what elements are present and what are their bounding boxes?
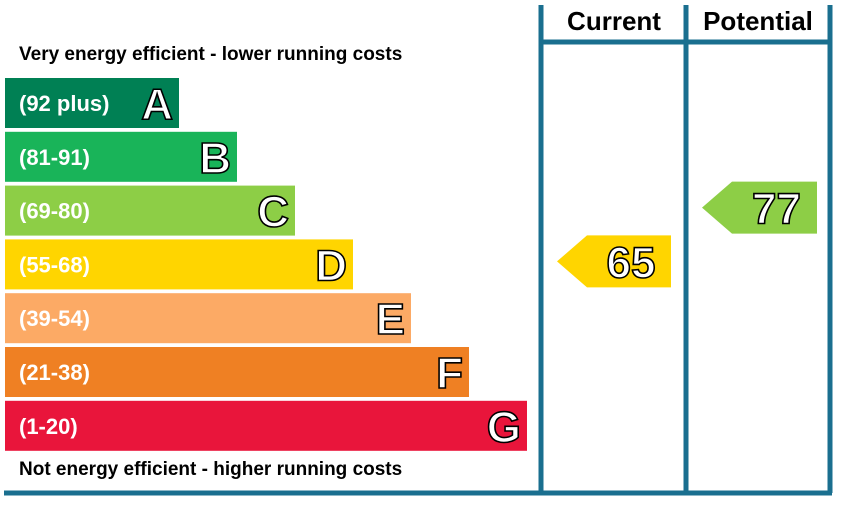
band-bar-C — [5, 185, 295, 236]
band-range-D: (55-68) — [19, 252, 90, 277]
band-E: (39-54) E — [5, 293, 411, 345]
current-rating-arrow — [557, 235, 671, 288]
band-bar-E — [5, 293, 411, 344]
band-range-F: (21-38) — [19, 360, 90, 385]
current-header: Current — [567, 6, 661, 36]
band-letter-C: C — [257, 188, 289, 237]
band-range-E: (39-54) — [19, 306, 90, 331]
band-bar-D — [5, 239, 353, 290]
band-A: (92 plus) A — [5, 78, 179, 130]
band-range-A: (92 plus) — [19, 91, 109, 116]
band-D: (55-68) D — [5, 239, 353, 291]
potential-rating-arrow — [702, 181, 817, 234]
potential-rating-value: 77 — [752, 185, 801, 234]
potential-rating-marker: 77 — [702, 181, 817, 234]
band-letter-E: E — [376, 295, 405, 344]
band-letter-D: D — [315, 241, 347, 290]
band-range-C: (69-80) — [19, 199, 90, 224]
band-bar-B — [5, 131, 237, 182]
current-rating-marker: 65 — [557, 235, 671, 288]
band-bar-A — [5, 78, 179, 128]
band-range-B: (81-91) — [19, 145, 90, 170]
current-rating-value: 65 — [607, 238, 656, 287]
band-F: (21-38) F — [5, 347, 469, 399]
band-bar-F — [5, 347, 469, 397]
chart-frame — [4, 5, 833, 496]
band-bar-G — [5, 400, 527, 451]
potential-header: Potential — [703, 6, 813, 36]
band-letter-A: A — [141, 80, 173, 129]
band-C: (69-80) C — [5, 185, 295, 237]
band-letter-B: B — [199, 134, 231, 183]
band-G: (1-20) G — [5, 400, 527, 453]
band-range-G: (1-20) — [19, 414, 78, 439]
band-letter-F: F — [436, 349, 463, 398]
bottom-caption: Not energy efficient - higher running co… — [19, 459, 402, 480]
band-letter-G: G — [487, 403, 521, 452]
band-B: (81-91) B — [5, 131, 237, 184]
top-caption: Very energy efficient - lower running co… — [19, 44, 402, 65]
